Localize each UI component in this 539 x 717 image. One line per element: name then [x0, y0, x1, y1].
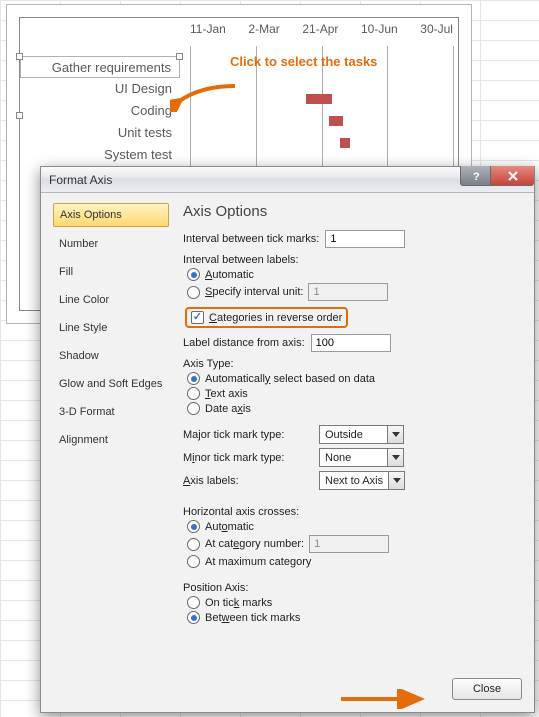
hcross-at-max-radio[interactable] [187, 555, 200, 568]
interval-tick-label: Interval between tick marks: [183, 233, 319, 245]
hcross-at-max-label: At maximum category [205, 556, 311, 568]
axis-type-auto-label: Automatically select based on data [205, 373, 375, 385]
y-category-label[interactable]: Gather requirements [20, 56, 180, 78]
hcross-category-input [309, 535, 389, 553]
axis-type-date-radio[interactable] [187, 402, 200, 415]
nav-3d-format[interactable]: 3-D Format [53, 401, 169, 423]
gantt-bar[interactable] [306, 94, 332, 104]
dialog-titlebar[interactable]: Format Axis ? [41, 167, 534, 193]
chevron-down-icon [388, 472, 404, 489]
pos-on-tick-radio[interactable] [187, 596, 200, 609]
specify-interval-input [308, 283, 388, 301]
reverse-order-highlight: Categories in reverse order [185, 307, 348, 328]
annotation-text: Click to select the tasks [230, 54, 377, 69]
horizontal-cross-label: Horizontal axis crosses: [183, 506, 522, 518]
pos-on-tick-label: On tick marks [205, 597, 272, 609]
svg-text:?: ? [473, 171, 480, 182]
y-category-label[interactable]: UI Design [20, 78, 180, 100]
hcross-at-category-label: At category number: [205, 538, 304, 550]
nav-alignment[interactable]: Alignment [53, 429, 169, 451]
minor-tick-label: Minor tick mark type: [183, 452, 284, 464]
reverse-order-label: Categories in reverse order [209, 312, 342, 324]
interval-labels-automatic-radio[interactable] [187, 268, 200, 281]
hcross-automatic-radio[interactable] [187, 520, 200, 533]
x-tick-label: 10-Jun [361, 22, 398, 42]
axis-type-text-label: Text axis [205, 388, 248, 400]
label-distance-input[interactable] [311, 334, 391, 352]
major-tick-label: Major tick mark type: [183, 429, 284, 441]
annotation-arrow-icon [170, 80, 240, 112]
axis-type-date-label: Date axis [205, 403, 251, 415]
close-window-button[interactable] [490, 166, 534, 186]
close-button-label: Close [473, 683, 501, 695]
axis-labels-combo[interactable]: Next to Axis [319, 471, 405, 490]
x-axis: 11-Jan 2-Mar 21-Apr 10-Jun 30-Jul [190, 22, 453, 42]
axis-type-label: Axis Type: [183, 358, 522, 370]
annotation-arrow-icon [339, 689, 429, 709]
major-tick-value: Outside [320, 429, 387, 441]
x-tick-label: 21-Apr [302, 22, 338, 42]
selection-handle[interactable] [176, 53, 183, 60]
y-category-label[interactable]: Coding [20, 100, 180, 122]
label-distance-label: Label distance from axis: [183, 337, 305, 349]
pos-between-tick-label: Between tick marks [205, 612, 300, 624]
y-axis-category-labels[interactable]: Gather requirements UI Design Coding Uni… [20, 56, 180, 166]
nav-fill[interactable]: Fill [53, 261, 169, 283]
help-button[interactable]: ? [460, 166, 490, 186]
interval-labels-label: Interval between labels: [183, 254, 522, 266]
axis-labels-value: Next to Axis [320, 475, 388, 487]
axis-type-auto-radio[interactable] [187, 372, 200, 385]
interval-labels-automatic-label: Automatic [205, 269, 254, 281]
nav-axis-options[interactable]: Axis Options [53, 203, 169, 227]
major-tick-combo[interactable]: Outside [319, 425, 404, 444]
selection-handle[interactable] [16, 53, 23, 60]
nav-number[interactable]: Number [53, 233, 169, 255]
interval-tick-input[interactable] [325, 230, 405, 248]
x-tick-label: 30-Jul [420, 22, 453, 42]
gantt-bar[interactable] [340, 138, 351, 148]
close-button[interactable]: Close [452, 678, 522, 700]
options-heading: Axis Options [183, 203, 522, 220]
nav-line-style[interactable]: Line Style [53, 317, 169, 339]
gantt-bar[interactable] [329, 116, 342, 126]
dialog-options-pane: Axis Options Interval between tick marks… [183, 203, 522, 700]
pos-between-tick-radio[interactable] [187, 611, 200, 624]
format-axis-dialog: Format Axis ? Axis Options Number Fill L… [40, 166, 535, 713]
hcross-at-category-radio[interactable] [187, 538, 200, 551]
nav-line-color[interactable]: Line Color [53, 289, 169, 311]
nav-glow-soft-edges[interactable]: Glow and Soft Edges [53, 373, 169, 395]
x-tick-label: 2-Mar [248, 22, 279, 42]
reverse-order-checkbox[interactable] [191, 311, 204, 324]
position-axis-label: Position Axis: [183, 582, 522, 594]
dialog-nav-pane: Axis Options Number Fill Line Color Line… [53, 203, 169, 700]
dialog-title: Format Axis [49, 173, 112, 187]
y-category-label[interactable]: Unit tests [20, 122, 180, 144]
chevron-down-icon [387, 449, 403, 466]
axis-labels-label: Axis labels: [183, 475, 239, 487]
x-tick-label: 11-Jan [190, 22, 226, 42]
selection-handle[interactable] [16, 112, 23, 119]
minor-tick-value: None [320, 452, 387, 464]
y-category-label[interactable]: System test [20, 144, 180, 166]
interval-labels-specify-radio[interactable] [187, 286, 200, 299]
hcross-automatic-label: Automatic [205, 521, 254, 533]
chevron-down-icon [387, 426, 403, 443]
minor-tick-combo[interactable]: None [319, 448, 404, 467]
interval-labels-specify-label: Specify interval unit: [205, 286, 303, 298]
nav-shadow[interactable]: Shadow [53, 345, 169, 367]
axis-type-text-radio[interactable] [187, 387, 200, 400]
